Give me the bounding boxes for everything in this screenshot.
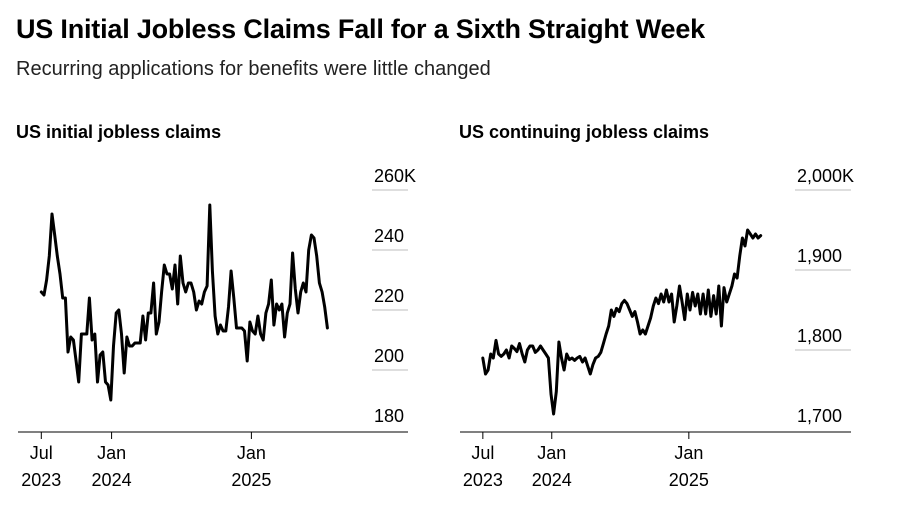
series-line-initial-claims bbox=[39, 203, 329, 402]
y-tick-label: 260K bbox=[374, 166, 416, 186]
x-tick-label-month: Jan bbox=[97, 443, 126, 463]
y-tick-label: 1,900 bbox=[797, 246, 842, 266]
x-tick-label-month: Jan bbox=[237, 443, 266, 463]
x-tick-label-year: 2025 bbox=[231, 470, 271, 490]
y-tick-label: 180 bbox=[374, 406, 404, 426]
x-tick-label-year: 2025 bbox=[669, 470, 709, 490]
x-tick-label-month: Jul bbox=[471, 443, 494, 463]
chart-title: US Initial Jobless Claims Fall for a Six… bbox=[16, 14, 705, 44]
y-tick-label: 240 bbox=[374, 226, 404, 246]
y-tick-label: 220 bbox=[374, 286, 404, 306]
y-tick-label: 200 bbox=[374, 346, 404, 366]
panel-title-continuing-claims: US continuing jobless claims bbox=[459, 122, 709, 142]
y-tick-label: 2,000K bbox=[797, 166, 854, 186]
y-tick-label: 1,800 bbox=[797, 326, 842, 346]
x-tick-label-year: 2024 bbox=[92, 470, 132, 490]
panel-title-initial-claims: US initial jobless claims bbox=[16, 122, 221, 142]
x-tick-label-year: 2023 bbox=[463, 470, 503, 490]
x-tick-label-year: 2024 bbox=[532, 470, 572, 490]
y-tick-label: 1,700 bbox=[797, 406, 842, 426]
series-line-continuing-claims bbox=[481, 228, 763, 416]
continuing-claims-panel: US continuing jobless claims 1,700 1,800 1… bbox=[459, 122, 854, 490]
x-tick-label-month: Jan bbox=[674, 443, 703, 463]
initial-claims-panel: US initial jobless claims 180 200 220 240 26… bbox=[16, 122, 416, 490]
x-tick-label-month: Jan bbox=[537, 443, 566, 463]
x-tick-label-year: 2023 bbox=[21, 470, 61, 490]
chart-subtitle: Recurring applications for benefits were… bbox=[16, 58, 491, 80]
x-tick-label-month: Jul bbox=[30, 443, 53, 463]
